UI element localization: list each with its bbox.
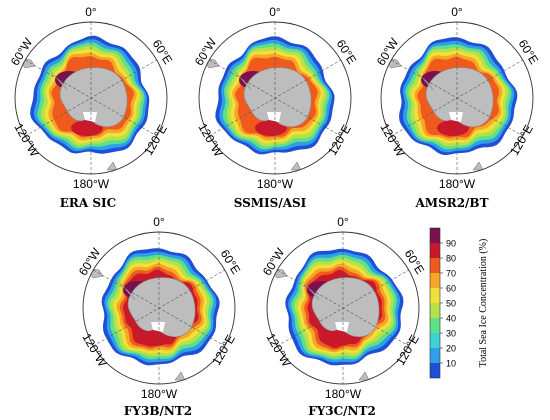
- colorbar-tick-label: 50: [446, 299, 456, 309]
- meridian-line: [391, 59, 523, 137]
- ice-shelf: [151, 322, 165, 332]
- map-boundary: [82, 231, 236, 385]
- colorbar-segment: [430, 258, 440, 273]
- island-landmass: [358, 371, 370, 381]
- map-boundary: [198, 21, 352, 175]
- panel-caption: ERA SIC: [59, 196, 117, 210]
- label-0-deg: 0°: [451, 5, 463, 19]
- meridian-line: [277, 269, 409, 347]
- colorbar-tick-label: 80: [446, 254, 456, 264]
- high-concentration-zone: [139, 330, 171, 346]
- antarctica-landmass: [425, 67, 494, 128]
- colorbar-title: Total Sea Ice Concentration (%): [478, 239, 489, 368]
- island-landmass: [106, 161, 118, 171]
- antarctic-peninsula: [46, 67, 68, 91]
- high-concentration-zone: [323, 330, 355, 346]
- panel-caption: FY3C/NT2: [308, 404, 376, 418]
- colorbar-tick-label: 40: [446, 314, 456, 324]
- map-panel-fy3c: 0° 60°W 60°E 120°W 120°E 180°W: [258, 212, 428, 402]
- map-panel-era: 0° 60°W 60°E 120°W 120°E 180°W: [6, 2, 176, 192]
- island-landmass: [290, 161, 302, 171]
- colorbar-tick-label: 60: [446, 284, 456, 294]
- antarctic-peninsula: [114, 277, 136, 301]
- high-concentration-zone: [255, 120, 287, 136]
- map-boundary: [266, 231, 420, 385]
- panel-caption: AMSR2/BT: [415, 196, 489, 210]
- ice-shelf: [449, 112, 463, 122]
- colorbar-segment: [430, 288, 440, 303]
- meridian-line: [93, 269, 225, 347]
- antarctic-peninsula: [230, 67, 252, 91]
- colorbar-segment: [430, 363, 440, 378]
- colorbar-tick-label: 30: [446, 329, 456, 339]
- label-0-deg: 0°: [153, 215, 165, 229]
- colorbar-segment: [430, 243, 440, 258]
- ice-shelf: [267, 112, 281, 122]
- map-panel-amsr2: 0° 60°W 60°E 120°W 120°E 180°W: [372, 2, 542, 192]
- colorbar-segment: [430, 333, 440, 348]
- colorbar-tick-label: 20: [446, 344, 456, 354]
- label-180w: 180°W: [325, 387, 362, 401]
- antarctic-peninsula: [298, 277, 320, 301]
- high-concentration-zone: [71, 120, 103, 136]
- panel-caption: SSMIS/ASI: [233, 196, 307, 210]
- label-0-deg: 0°: [85, 5, 97, 19]
- colorbar-segment: [430, 348, 440, 363]
- colorbar-segment: [430, 318, 440, 333]
- antarctic-peninsula: [412, 67, 434, 91]
- label-180w: 180°W: [141, 387, 178, 401]
- colorbar-segment: [430, 228, 440, 243]
- map-boundary: [14, 21, 168, 175]
- label-180w: 180°W: [257, 177, 294, 191]
- label-0-deg: 0°: [337, 215, 349, 229]
- antarctica-landmass: [59, 67, 128, 128]
- label-180w: 180°W: [73, 177, 110, 191]
- colorbar-tick-label: 90: [446, 239, 456, 249]
- colorbar-tick-label: 10: [446, 359, 456, 369]
- colorbar-segment: [430, 303, 440, 318]
- map-panel-fy3b: 0° 60°W 60°E 120°W 120°E 180°W: [74, 212, 244, 402]
- ice-shelf: [335, 322, 349, 332]
- label-180w: 180°W: [439, 177, 476, 191]
- label-0-deg: 0°: [269, 5, 281, 19]
- island-landmass: [174, 371, 186, 381]
- map-panel-ssmis: 0° 60°W 60°E 120°W 120°E 180°W: [190, 2, 360, 192]
- antarctica-landmass: [311, 277, 380, 338]
- ice-shelf: [83, 112, 97, 122]
- colorbar-segment: [430, 273, 440, 288]
- meridian-line: [25, 59, 157, 137]
- antarctica-landmass: [127, 277, 196, 338]
- meridian-line: [209, 59, 341, 137]
- colorbar-tick-label: 70: [446, 269, 456, 279]
- colorbar: 10 20 30 40 50 60 70 80 90 Total Sea Ice Concentr…: [426, 226, 550, 382]
- antarctica-landmass: [243, 67, 312, 128]
- colorbar-svg: 10 20 30 40 50 60 70 80 90 Total Sea Ice Concentr…: [429, 227, 489, 379]
- high-concentration-zone: [437, 120, 469, 136]
- map-boundary: [380, 21, 534, 175]
- panel-caption: FY3B/NT2: [123, 404, 193, 418]
- island-landmass: [472, 161, 484, 171]
